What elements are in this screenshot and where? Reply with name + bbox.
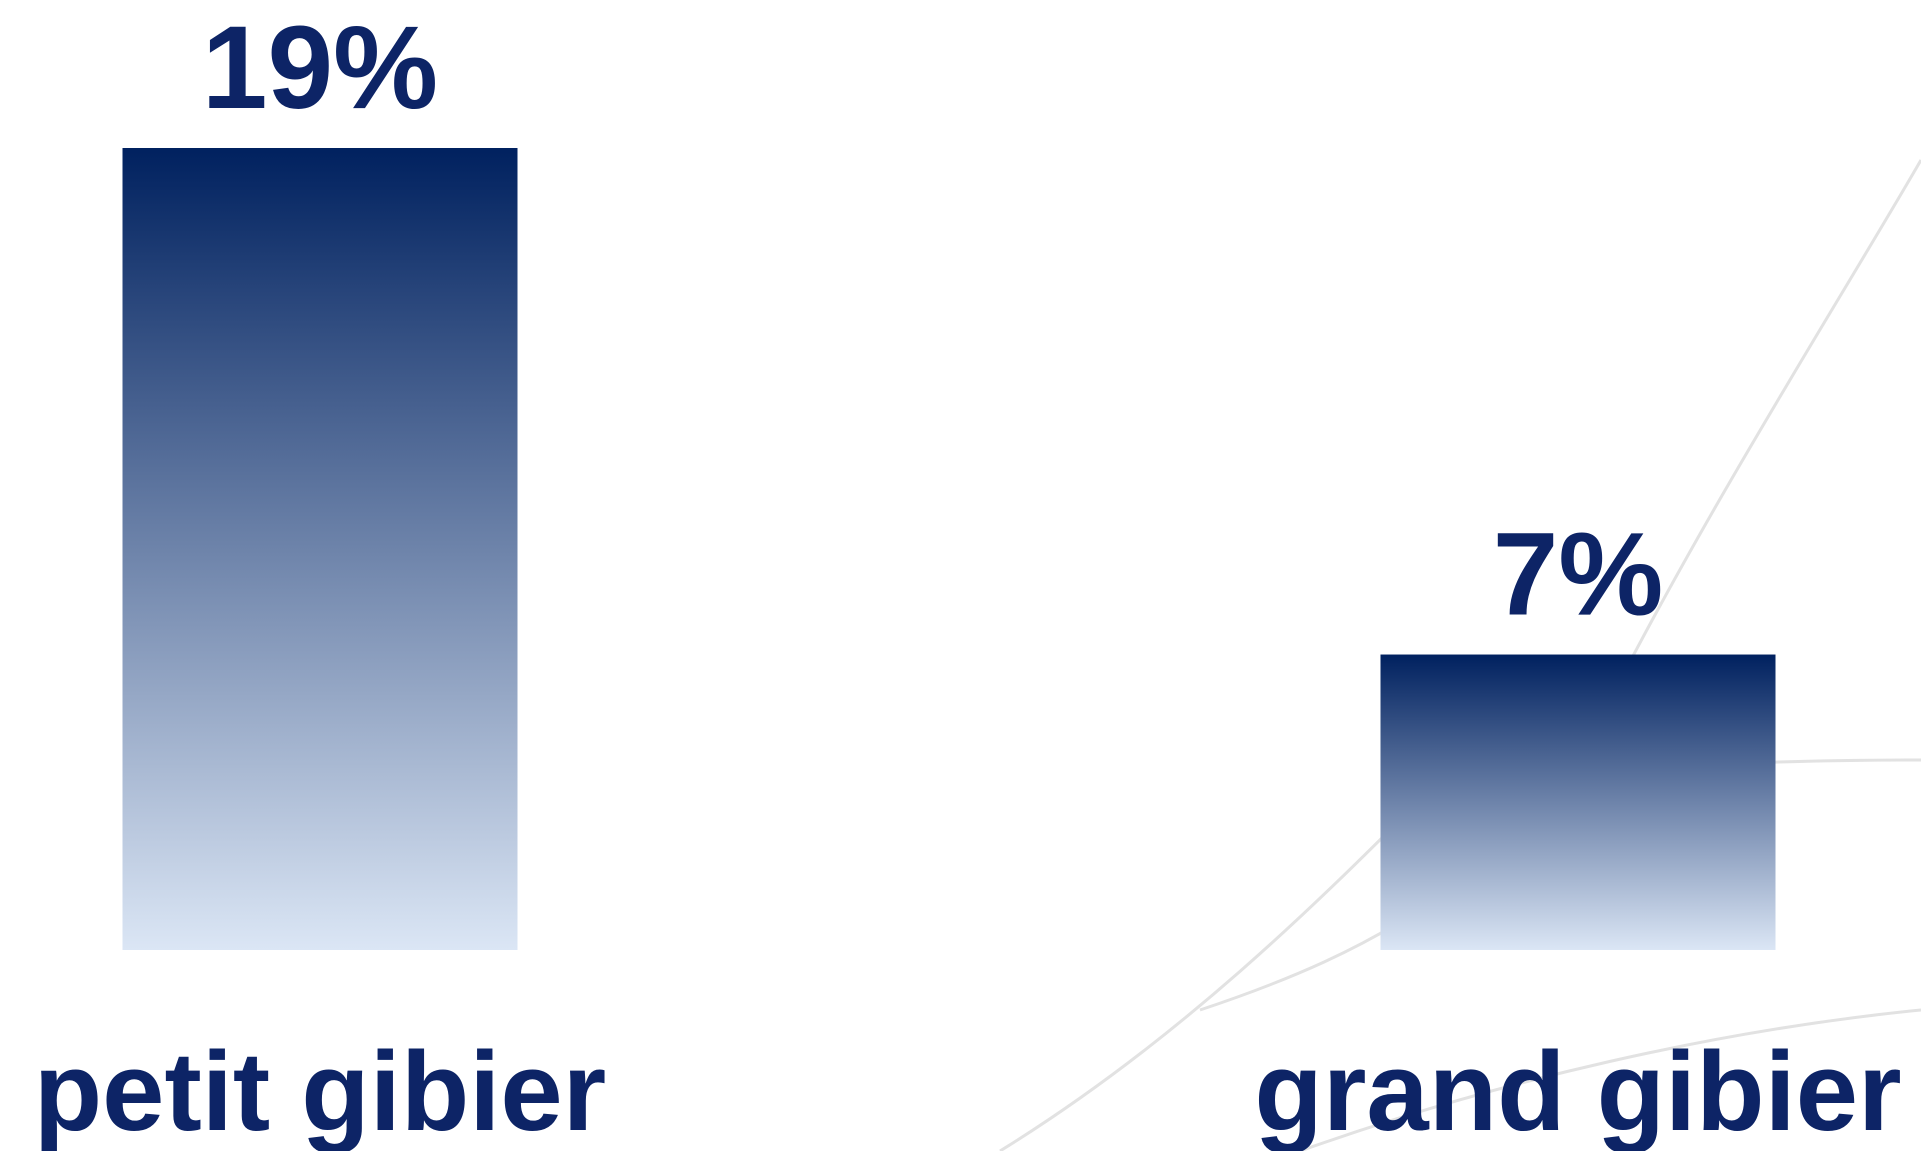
category-labels-layer: petit gibier grand gibier	[34, 1029, 1902, 1151]
value-labels-layer: 19% 7%	[202, 2, 1663, 641]
decorative-curve	[1299, 1008, 1921, 1151]
data-label-grand-gibier: 7%	[1493, 509, 1664, 641]
bar-petit-gibier	[122, 148, 518, 950]
bar-grand-gibier	[1380, 654, 1776, 950]
data-label-petit-gibier: 19%	[202, 2, 438, 134]
bars-layer	[122, 148, 1776, 950]
category-label-grand-gibier: grand gibier	[1254, 1029, 1901, 1151]
category-label-petit-gibier: petit gibier	[34, 1029, 606, 1151]
